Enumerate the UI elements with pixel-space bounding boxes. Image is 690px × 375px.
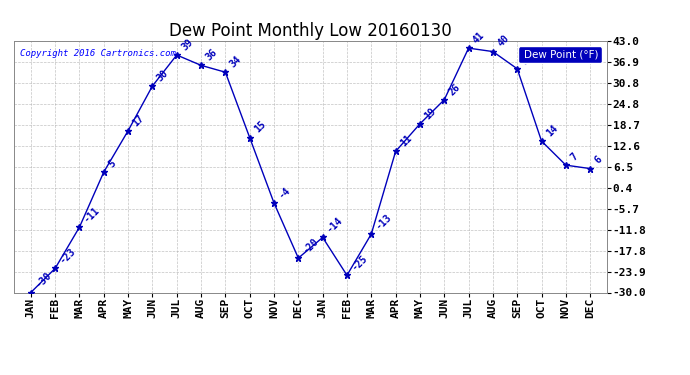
Text: -23: -23 xyxy=(58,246,77,266)
Text: -13: -13 xyxy=(374,211,393,231)
Text: 39: 39 xyxy=(179,37,195,52)
Text: 14: 14 xyxy=(544,123,560,138)
Text: 34: 34 xyxy=(228,54,244,69)
Text: -30: -30 xyxy=(34,270,53,290)
Text: 19: 19 xyxy=(423,106,438,121)
Text: 15: 15 xyxy=(253,120,268,135)
Text: 6: 6 xyxy=(593,154,604,166)
Title: Dew Point Monthly Low 20160130: Dew Point Monthly Low 20160130 xyxy=(169,22,452,40)
Text: 40: 40 xyxy=(495,33,511,49)
Text: -11: -11 xyxy=(82,205,101,224)
Text: 7: 7 xyxy=(569,151,580,162)
Text: -25: -25 xyxy=(350,253,369,273)
Text: -14: -14 xyxy=(326,215,345,235)
Text: 35: 35 xyxy=(520,51,535,66)
Text: Copyright 2016 Cartronics.com: Copyright 2016 Cartronics.com xyxy=(20,49,176,58)
Text: 5: 5 xyxy=(106,158,118,169)
Text: -4: -4 xyxy=(277,185,292,200)
Text: 26: 26 xyxy=(447,82,462,97)
Legend: Dew Point (°F): Dew Point (°F) xyxy=(518,46,602,63)
Text: 17: 17 xyxy=(131,112,146,128)
Text: 30: 30 xyxy=(155,68,170,83)
Text: 41: 41 xyxy=(471,30,486,45)
Text: 11: 11 xyxy=(398,133,414,148)
Text: 36: 36 xyxy=(204,47,219,63)
Text: -20: -20 xyxy=(301,236,321,255)
